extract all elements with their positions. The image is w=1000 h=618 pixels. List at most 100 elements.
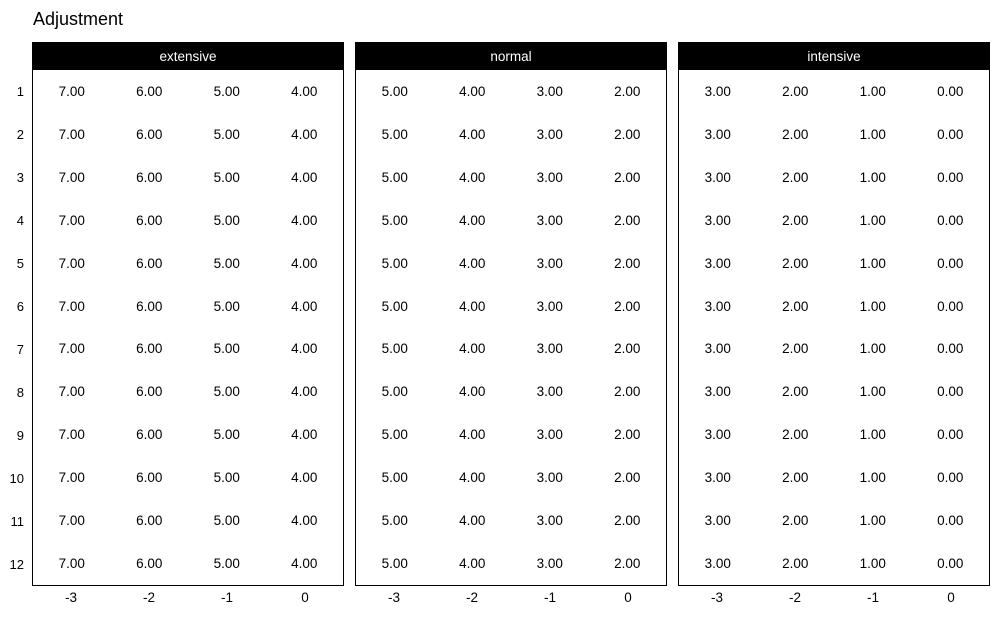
- value-cell: 2.00: [614, 169, 641, 185]
- row-label: 7: [16, 342, 24, 357]
- value-cell: 4.00: [291, 470, 318, 486]
- value-cell: 2.00: [782, 212, 809, 228]
- value-cell: 5.00: [213, 126, 240, 142]
- value-cell: 7.00: [58, 513, 85, 529]
- table-row: 5.00 4.00 3.00 2.00: [356, 242, 666, 285]
- value-cell: 3.00: [536, 513, 563, 529]
- value-cell: 0.00: [937, 169, 964, 185]
- value-cell: 0.00: [937, 298, 964, 314]
- value-cell: 4.00: [459, 341, 486, 357]
- value-cell: 5.00: [381, 83, 408, 99]
- value-cell: 3.00: [536, 255, 563, 271]
- value-cell: 4.00: [291, 298, 318, 314]
- value-cell: 7.00: [58, 556, 85, 572]
- value-cell: 7.00: [58, 83, 85, 99]
- value-cell: 2.00: [782, 126, 809, 142]
- value-cell: 6.00: [136, 83, 163, 99]
- table-row: 3.00 2.00 1.00 0.00: [679, 542, 989, 585]
- value-cell: 4.00: [459, 384, 486, 400]
- table-row: 3.00 2.00 1.00 0.00: [679, 199, 989, 242]
- value-cell: 3.00: [704, 556, 731, 572]
- value-cell: 6.00: [136, 126, 163, 142]
- table-row: 5.00 4.00 3.00 2.00: [356, 285, 666, 328]
- panel-body-intensive: 3.00 2.00 1.00 0.00 3.00 2.00 1.00 0.00 3.00 2.00…: [678, 70, 990, 586]
- value-cell: 2.00: [782, 298, 809, 314]
- table-row: 5.00 4.00 3.00 2.00: [356, 370, 666, 413]
- value-cell: 2.00: [614, 470, 641, 486]
- value-cell: 5.00: [213, 470, 240, 486]
- value-cell: 3.00: [704, 341, 731, 357]
- value-cell: 3.00: [704, 470, 731, 486]
- value-cell: 2.00: [782, 427, 809, 443]
- value-cell: 2.00: [782, 83, 809, 99]
- value-cell: 2.00: [782, 255, 809, 271]
- x-tick-label: -1: [220, 589, 233, 605]
- x-tick-label: 0: [624, 589, 632, 605]
- value-cell: 4.00: [291, 83, 318, 99]
- value-cell: 7.00: [58, 341, 85, 357]
- x-tick-label: 0: [301, 589, 309, 605]
- value-cell: 4.00: [459, 556, 486, 572]
- value-cell: 3.00: [704, 298, 731, 314]
- value-cell: 6.00: [136, 513, 163, 529]
- panel-body-normal: 5.00 4.00 3.00 2.00 5.00 4.00 3.00 2.00 5.00 4.00…: [355, 70, 667, 586]
- value-cell: 2.00: [614, 556, 641, 572]
- row-label: 3: [16, 170, 24, 185]
- row-label: 1: [16, 84, 24, 99]
- value-cell: 6.00: [136, 212, 163, 228]
- value-cell: 7.00: [58, 470, 85, 486]
- value-cell: 5.00: [381, 427, 408, 443]
- table-row: 7.00 6.00 5.00 4.00: [33, 370, 343, 413]
- value-cell: 5.00: [381, 298, 408, 314]
- value-cell: 4.00: [291, 255, 318, 271]
- value-cell: 2.00: [614, 126, 641, 142]
- table-row: 7.00 6.00 5.00 4.00: [33, 456, 343, 499]
- panel-normal: normal 5.00 4.00 3.00 2.00 5.00 4.00 3.00 2.00 5…: [355, 42, 667, 608]
- value-cell: 1.00: [859, 427, 886, 443]
- value-cell: 4.00: [459, 212, 486, 228]
- x-tick-label: -3: [64, 589, 77, 605]
- value-cell: 5.00: [213, 83, 240, 99]
- value-cell: 1.00: [859, 126, 886, 142]
- value-cell: 4.00: [291, 126, 318, 142]
- value-cell: 3.00: [536, 384, 563, 400]
- value-cell: 4.00: [291, 556, 318, 572]
- row-label: 10: [9, 471, 24, 486]
- value-cell: 4.00: [459, 83, 486, 99]
- value-cell: 5.00: [213, 212, 240, 228]
- x-tick-label: -1: [866, 589, 879, 605]
- value-cell: 7.00: [58, 169, 85, 185]
- table-row: 7.00 6.00 5.00 4.00: [33, 113, 343, 156]
- value-cell: 4.00: [459, 169, 486, 185]
- value-cell: 4.00: [459, 126, 486, 142]
- value-cell: 0.00: [937, 255, 964, 271]
- table-row: 7.00 6.00 5.00 4.00: [33, 328, 343, 371]
- value-cell: 4.00: [459, 255, 486, 271]
- x-tick-label: -2: [142, 589, 155, 605]
- value-cell: 3.00: [704, 212, 731, 228]
- row-label: 4: [16, 213, 24, 228]
- value-cell: 1.00: [859, 169, 886, 185]
- table-row: 5.00 4.00 3.00 2.00: [356, 156, 666, 199]
- value-cell: 3.00: [704, 513, 731, 529]
- value-cell: 2.00: [614, 513, 641, 529]
- value-cell: 2.00: [782, 470, 809, 486]
- value-cell: 3.00: [704, 384, 731, 400]
- value-cell: 7.00: [58, 255, 85, 271]
- value-cell: 4.00: [459, 427, 486, 443]
- value-cell: 0.00: [937, 427, 964, 443]
- value-cell: 0.00: [937, 341, 964, 357]
- value-cell: 5.00: [381, 556, 408, 572]
- value-cell: 0.00: [937, 556, 964, 572]
- value-cell: 7.00: [58, 212, 85, 228]
- value-cell: 5.00: [381, 212, 408, 228]
- value-cell: 3.00: [536, 427, 563, 443]
- table-row: 7.00 6.00 5.00 4.00: [33, 242, 343, 285]
- panel-header-extensive: extensive: [32, 42, 344, 70]
- value-cell: 5.00: [213, 556, 240, 572]
- value-cell: 3.00: [704, 83, 731, 99]
- table-row: 7.00 6.00 5.00 4.00: [33, 499, 343, 542]
- value-cell: 3.00: [536, 212, 563, 228]
- table-row: 7.00 6.00 5.00 4.00: [33, 542, 343, 585]
- table-row: 3.00 2.00 1.00 0.00: [679, 113, 989, 156]
